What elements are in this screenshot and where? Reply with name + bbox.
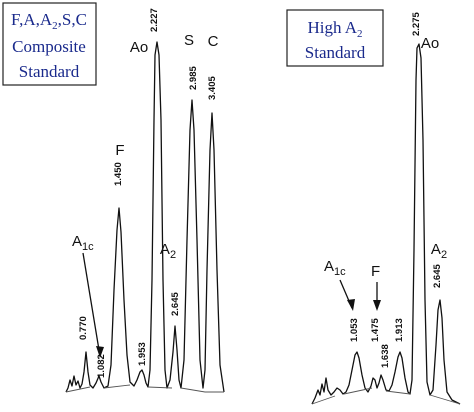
right-f-annotation: F xyxy=(371,263,381,311)
right-f-arrowhead xyxy=(373,300,381,311)
right-a1c-label: A1c xyxy=(324,258,346,278)
rt-label-2-645: 2.645 xyxy=(432,264,443,288)
rt-label-1-450: 1.450 xyxy=(113,162,124,186)
right-f-label: F xyxy=(371,263,380,280)
left-baseline xyxy=(65,384,224,393)
left-legend-line2: Composite xyxy=(12,37,86,56)
rt-label-0-770: 0.770 xyxy=(78,316,89,340)
rt-label-1-475: 1.475 xyxy=(370,318,381,342)
left-legend-line1: F,A,A2,S,C xyxy=(11,10,87,32)
peak-name-a2: A2 xyxy=(160,241,176,261)
rt-label-1-913: 1.913 xyxy=(394,318,405,342)
right-baseline xyxy=(311,387,461,405)
rt-label-1-953: 1.953 xyxy=(137,342,148,366)
left-a1c-arrow xyxy=(82,252,101,357)
peak-name-c: C xyxy=(208,33,219,50)
peak-name-ao: Ao xyxy=(421,35,439,52)
left-a1c-annotation: A1c xyxy=(72,233,104,358)
left-legend-line3: Standard xyxy=(19,62,80,81)
rt-label-2-227: 2.227 xyxy=(149,8,160,32)
left-chromatogram-trace xyxy=(65,41,225,393)
rt-label-1-053: 1.053 xyxy=(349,318,360,342)
right-a1c-arrowhead xyxy=(347,299,355,311)
peak-name-ao: Ao xyxy=(130,39,148,56)
rt-label-2-985: 2.985 xyxy=(188,66,199,90)
rt-label-3-405: 3.405 xyxy=(207,76,218,100)
right-legend-line1: High A2 xyxy=(307,18,362,40)
right-a1c-annotation: A1c xyxy=(324,258,355,311)
right-chromatogram-trace xyxy=(311,43,461,405)
left-legend-box: F,A,A2,S,C Composite Standard xyxy=(2,2,97,86)
right-legend-line2: Standard xyxy=(305,43,366,62)
rt-label-2-645: 2.645 xyxy=(170,292,181,316)
rt-label-2-275: 2.275 xyxy=(411,12,422,36)
rt-label-1-638: 1.638 xyxy=(380,344,391,368)
rt-label-1-082: 1.082 xyxy=(96,354,107,378)
right-legend-box: High A2 Standard xyxy=(286,9,384,67)
peak-name-s: S xyxy=(184,32,194,49)
peak-name-a2: A2 xyxy=(431,241,447,261)
peak-name-f: F xyxy=(115,142,124,159)
left-a1c-label: A1c xyxy=(72,233,94,253)
left-a1c-arrowhead xyxy=(96,346,104,358)
